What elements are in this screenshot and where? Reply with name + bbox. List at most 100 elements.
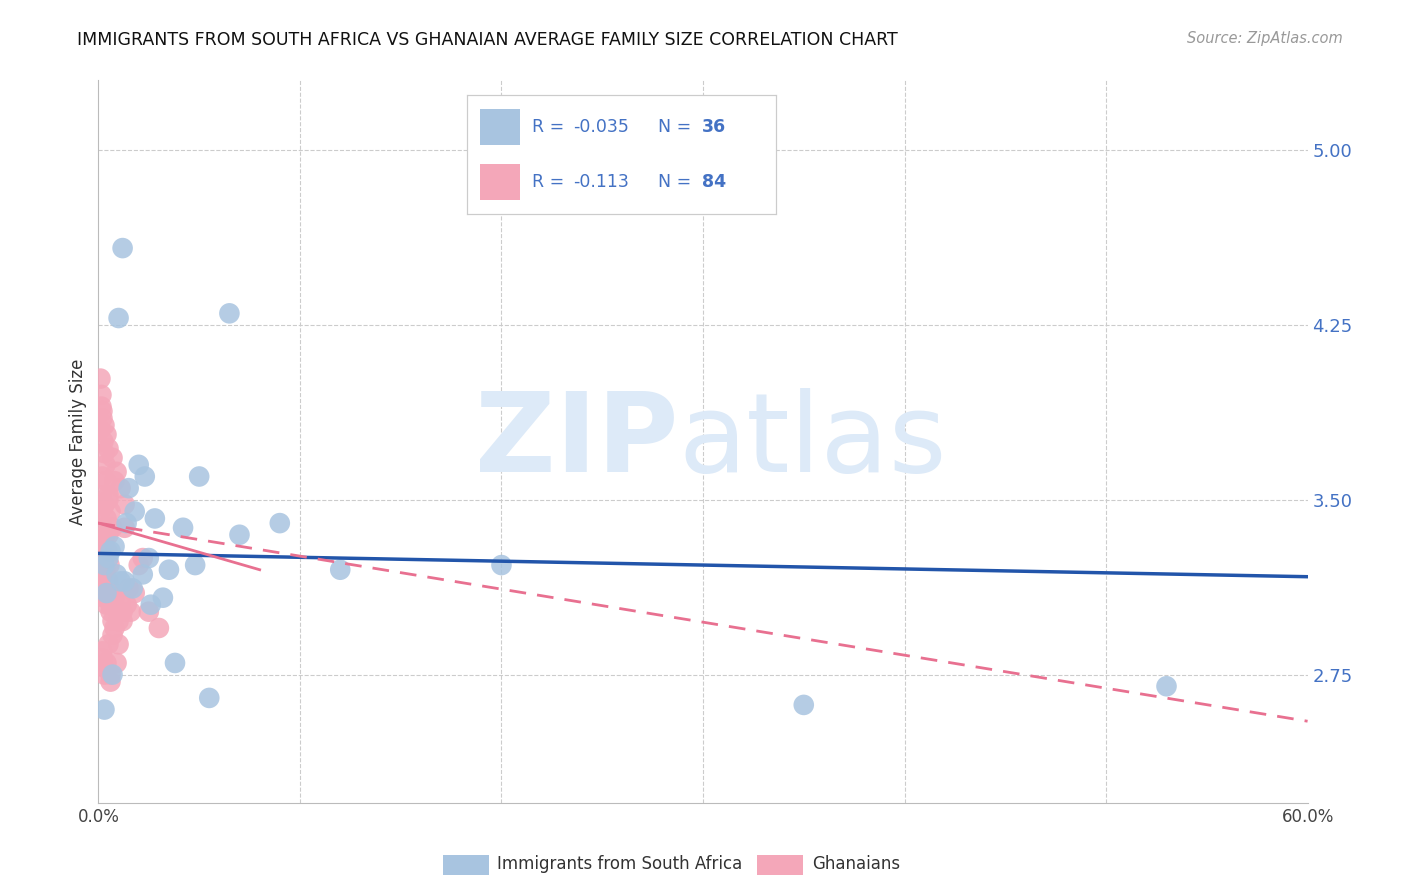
Point bbox=[111, 614, 134, 628]
Point bbox=[97, 528, 120, 542]
Point bbox=[97, 591, 120, 605]
Point bbox=[103, 591, 125, 605]
Point bbox=[118, 481, 141, 495]
Text: Immigrants from South Africa: Immigrants from South Africa bbox=[498, 855, 742, 873]
Point bbox=[132, 551, 155, 566]
Point bbox=[228, 528, 250, 542]
Point bbox=[96, 582, 118, 596]
Point bbox=[793, 698, 815, 712]
Point bbox=[93, 574, 115, 589]
Point bbox=[96, 574, 118, 589]
Point bbox=[114, 521, 136, 535]
Point bbox=[105, 567, 128, 582]
Point bbox=[100, 667, 122, 681]
Point bbox=[110, 574, 132, 589]
Point bbox=[97, 637, 120, 651]
Point bbox=[93, 660, 115, 674]
Point bbox=[97, 574, 120, 589]
Point bbox=[269, 516, 291, 530]
Point bbox=[107, 605, 129, 619]
Point bbox=[91, 469, 114, 483]
Point bbox=[148, 621, 170, 635]
Point bbox=[103, 474, 125, 488]
Point bbox=[93, 551, 115, 566]
Point bbox=[93, 586, 115, 600]
Point bbox=[118, 582, 141, 596]
Point bbox=[114, 574, 136, 589]
Point bbox=[103, 540, 125, 554]
Point bbox=[101, 667, 124, 681]
Point bbox=[96, 586, 118, 600]
Point bbox=[138, 605, 160, 619]
Point bbox=[93, 446, 115, 460]
Point bbox=[91, 651, 114, 665]
Point bbox=[93, 667, 115, 681]
Point bbox=[90, 540, 112, 554]
Point bbox=[115, 598, 138, 612]
Point bbox=[110, 598, 132, 612]
Point bbox=[96, 544, 118, 558]
Point bbox=[329, 563, 352, 577]
FancyBboxPatch shape bbox=[758, 855, 803, 875]
Point bbox=[89, 423, 111, 437]
Point bbox=[100, 674, 122, 689]
Point bbox=[97, 442, 120, 456]
Point bbox=[121, 582, 143, 596]
Point bbox=[132, 567, 155, 582]
Point bbox=[98, 558, 121, 572]
Point bbox=[157, 563, 180, 577]
Point bbox=[94, 528, 117, 542]
Point bbox=[91, 644, 114, 658]
Point bbox=[89, 551, 111, 566]
Point bbox=[94, 458, 117, 472]
Point bbox=[90, 400, 112, 414]
Point bbox=[172, 521, 194, 535]
Point bbox=[96, 474, 118, 488]
Point bbox=[96, 598, 118, 612]
Point bbox=[138, 551, 160, 566]
Point bbox=[107, 311, 129, 326]
Point bbox=[128, 458, 150, 472]
Point bbox=[101, 450, 124, 465]
Point bbox=[491, 558, 513, 572]
Point bbox=[89, 504, 111, 518]
Point bbox=[100, 598, 122, 612]
Y-axis label: Average Family Size: Average Family Size bbox=[69, 359, 87, 524]
Point bbox=[97, 551, 120, 566]
Text: atlas: atlas bbox=[679, 388, 948, 495]
FancyBboxPatch shape bbox=[443, 855, 489, 875]
Point bbox=[218, 306, 240, 320]
Point bbox=[111, 605, 134, 619]
Point bbox=[100, 504, 122, 518]
Point bbox=[93, 498, 115, 512]
Point bbox=[93, 574, 115, 589]
Text: Source: ZipAtlas.com: Source: ZipAtlas.com bbox=[1187, 31, 1343, 46]
Point bbox=[101, 521, 124, 535]
Point bbox=[107, 637, 129, 651]
Point bbox=[103, 621, 125, 635]
Point bbox=[188, 469, 211, 483]
Point bbox=[90, 388, 112, 402]
Point bbox=[128, 558, 150, 572]
Point bbox=[101, 614, 124, 628]
Point bbox=[91, 563, 114, 577]
Point bbox=[101, 591, 124, 605]
Point bbox=[163, 656, 186, 670]
Point bbox=[93, 418, 115, 433]
Point bbox=[114, 498, 136, 512]
Text: IMMIGRANTS FROM SOUTH AFRICA VS GHANAIAN AVERAGE FAMILY SIZE CORRELATION CHART: IMMIGRANTS FROM SOUTH AFRICA VS GHANAIAN… bbox=[77, 31, 898, 49]
Point bbox=[93, 702, 115, 716]
Point bbox=[93, 558, 115, 572]
Point bbox=[124, 504, 146, 518]
Point bbox=[110, 481, 132, 495]
Point bbox=[105, 465, 128, 479]
Point bbox=[91, 404, 114, 418]
Point bbox=[93, 434, 115, 449]
Point bbox=[96, 427, 118, 442]
Point bbox=[94, 563, 117, 577]
Point bbox=[96, 511, 118, 525]
Point bbox=[139, 598, 162, 612]
Point bbox=[115, 516, 138, 530]
Point bbox=[93, 521, 115, 535]
Point bbox=[91, 582, 114, 596]
